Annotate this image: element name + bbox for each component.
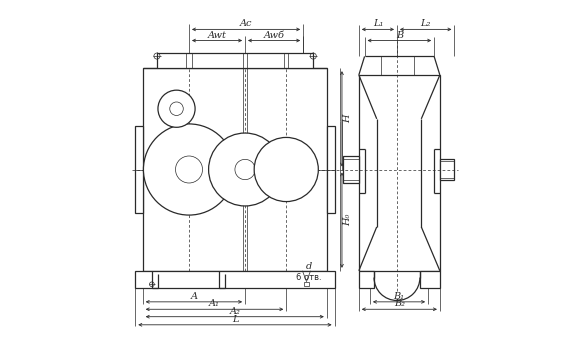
FancyBboxPatch shape <box>343 156 359 183</box>
Text: A: A <box>190 292 197 301</box>
Text: B₂: B₂ <box>394 299 405 308</box>
FancyBboxPatch shape <box>420 271 440 288</box>
Circle shape <box>209 133 281 206</box>
FancyBboxPatch shape <box>327 126 335 213</box>
Text: B: B <box>396 31 403 40</box>
Text: Awб: Awб <box>264 31 285 40</box>
Text: B₁: B₁ <box>394 292 404 301</box>
FancyBboxPatch shape <box>135 126 143 213</box>
Circle shape <box>144 124 234 215</box>
Text: L₂: L₂ <box>421 19 431 28</box>
Text: 6 отв.: 6 отв. <box>297 273 322 282</box>
Circle shape <box>170 102 183 116</box>
FancyBboxPatch shape <box>157 53 314 68</box>
Circle shape <box>158 90 195 127</box>
Text: A₁: A₁ <box>209 299 220 308</box>
FancyBboxPatch shape <box>359 75 440 271</box>
FancyBboxPatch shape <box>359 271 374 288</box>
FancyBboxPatch shape <box>304 282 309 286</box>
FancyBboxPatch shape <box>440 159 454 180</box>
Circle shape <box>254 137 318 202</box>
FancyBboxPatch shape <box>135 271 335 288</box>
Text: Ac: Ac <box>240 19 253 28</box>
Text: d: d <box>306 262 312 271</box>
Text: A₂: A₂ <box>229 307 240 316</box>
Text: H: H <box>343 115 353 123</box>
Text: H₀: H₀ <box>343 214 353 226</box>
Text: Awt: Awt <box>207 31 226 40</box>
Text: L₁: L₁ <box>373 19 383 28</box>
Text: L: L <box>231 315 238 324</box>
Circle shape <box>235 159 255 180</box>
FancyBboxPatch shape <box>143 68 327 271</box>
Circle shape <box>176 156 203 183</box>
